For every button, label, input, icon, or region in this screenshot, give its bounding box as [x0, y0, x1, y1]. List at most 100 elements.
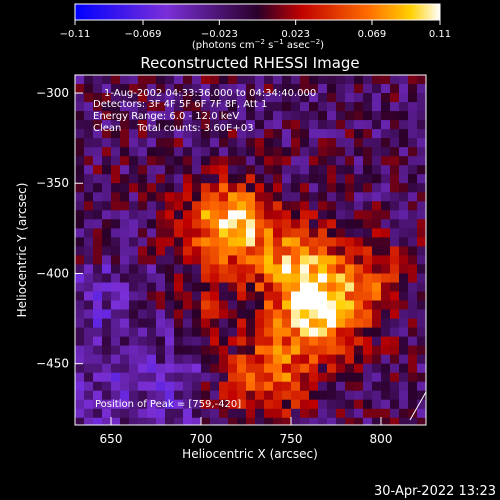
heatmap-cell: [219, 201, 229, 211]
heatmap-cell: [336, 129, 346, 139]
heatmap-cell: [354, 174, 364, 184]
heatmap-cell: [138, 282, 148, 293]
heatmap-cell: [390, 156, 400, 166]
heatmap-cell: [255, 390, 265, 401]
heatmap-cell: [255, 219, 265, 229]
heatmap-cell: [255, 75, 265, 85]
heatmap-cell: [309, 210, 319, 220]
heatmap-cell: [372, 219, 382, 229]
heatmap-cell: [228, 309, 238, 320]
heatmap-cell: [264, 372, 274, 383]
heatmap-cell: [228, 228, 238, 238]
heatmap-cell: [372, 408, 382, 419]
heatmap-cell: [84, 399, 94, 410]
heatmap-cell: [327, 372, 337, 383]
heatmap-cell: [399, 300, 409, 311]
heatmap-cell: [345, 372, 355, 383]
heatmap-cell: [75, 102, 85, 112]
heatmap-cell: [309, 300, 319, 311]
heatmap-cell: [138, 165, 148, 175]
heatmap-cell: [192, 327, 202, 338]
heatmap-cell: [246, 120, 256, 130]
heatmap-cell: [327, 102, 337, 112]
heatmap-cell: [291, 399, 301, 410]
heatmap-cell: [255, 174, 265, 184]
heatmap-cell: [300, 291, 310, 302]
heatmap-cell: [93, 318, 103, 329]
heatmap-cell: [273, 165, 283, 175]
heatmap-cell: [300, 219, 310, 229]
heatmap-cell: [354, 345, 364, 356]
heatmap-cell: [300, 300, 310, 311]
heatmap-cell: [192, 363, 202, 374]
heatmap-cell: [93, 273, 103, 284]
heatmap-cell: [183, 246, 193, 256]
heatmap-cell: [354, 399, 364, 410]
heatmap-cell: [102, 345, 112, 356]
heatmap-cell: [264, 84, 274, 94]
heatmap-cell: [192, 111, 202, 121]
heatmap-cell: [327, 291, 337, 302]
heatmap-cell: [381, 273, 391, 284]
heatmap-cell: [363, 390, 373, 401]
heatmap-cell: [327, 111, 337, 121]
heatmap-cell: [291, 183, 301, 193]
heatmap-cell: [219, 354, 229, 365]
heatmap-cell: [282, 381, 292, 392]
heatmap-cell: [390, 93, 400, 103]
heatmap-cell: [372, 192, 382, 202]
heatmap-cell: [354, 183, 364, 193]
heatmap-cell: [282, 372, 292, 383]
heatmap-cell: [309, 219, 319, 229]
heatmap-cell: [408, 309, 418, 320]
heatmap-cell: [246, 192, 256, 202]
heatmap-cell: [246, 165, 256, 175]
heatmap-cell: [417, 264, 426, 274]
heatmap-cell: [201, 300, 211, 311]
heatmap-cell: [237, 120, 247, 130]
heatmap-cell: [408, 228, 418, 238]
heatmap-cell: [210, 345, 220, 356]
heatmap-cell: [273, 390, 283, 401]
heatmap-cell: [273, 345, 283, 356]
heatmap-cell: [138, 381, 148, 392]
heatmap-cell: [129, 309, 139, 320]
heatmap-cell: [300, 120, 310, 130]
heatmap-cell: [390, 273, 400, 284]
heatmap-cell: [372, 264, 382, 274]
heatmap-cell: [390, 309, 400, 320]
heatmap-cell: [372, 183, 382, 193]
heatmap-cell: [183, 183, 193, 193]
heatmap-cell: [372, 336, 382, 347]
heatmap-cell: [354, 138, 364, 148]
heatmap-cell: [255, 381, 265, 392]
heatmap-cell: [417, 327, 426, 338]
heatmap-cell: [282, 273, 292, 284]
heatmap-cell: [120, 264, 130, 274]
heatmap-cell: [291, 147, 301, 157]
heatmap-cell: [201, 282, 211, 293]
heatmap-cell: [246, 408, 256, 419]
heatmap-cell: [300, 363, 310, 374]
heatmap-cell: [174, 399, 184, 410]
heatmap-cell: [165, 255, 175, 265]
heatmap-cell: [120, 255, 130, 265]
heatmap-cell: [192, 372, 202, 383]
heatmap-cell: [246, 327, 256, 338]
colorbar-tick-label: 0.023: [281, 29, 310, 40]
heatmap-cell: [363, 138, 373, 148]
heatmap-cell: [210, 102, 220, 112]
heatmap-cell: [174, 336, 184, 347]
heatmap-cell: [354, 417, 364, 425]
annotation-peak: Position of Peak = [759,-420]: [95, 399, 241, 410]
heatmap-cell: [147, 147, 157, 157]
heatmap-cell: [255, 93, 265, 103]
heatmap-cell: [282, 156, 292, 166]
heatmap-cell: [282, 318, 292, 329]
heatmap-cell: [210, 111, 220, 121]
heatmap-cell: [273, 237, 283, 247]
heatmap-cell: [309, 120, 319, 130]
heatmap-cell: [174, 174, 184, 184]
heatmap-cell: [354, 264, 364, 274]
heatmap-cell: [237, 237, 247, 247]
